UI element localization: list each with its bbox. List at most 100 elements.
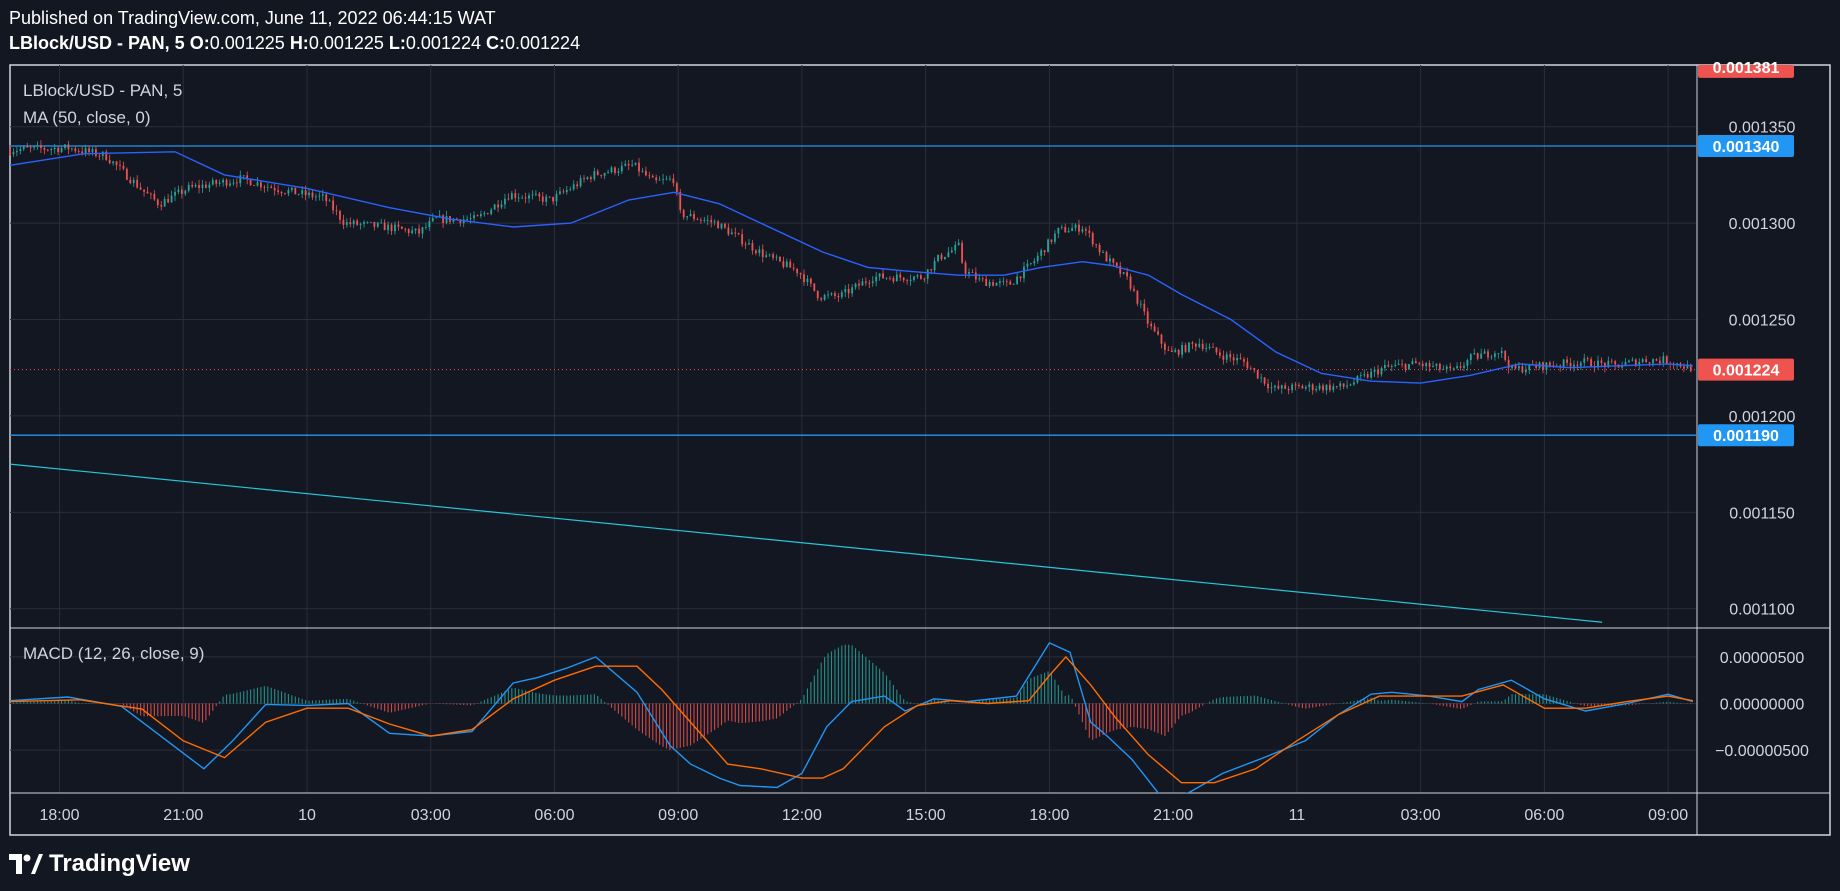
candle-body-356 [1232,357,1235,361]
candle-body-23 [88,148,90,153]
candle-body-421 [1456,366,1458,369]
candle-body-285 [988,282,991,286]
time-tick-label-11: 03:00 [1401,807,1441,824]
candle-body-406 [1404,363,1407,370]
macd-line [10,642,1694,793]
candle-body-168 [586,177,589,180]
candle-body-49 [177,189,180,193]
candle-body-95 [335,210,338,212]
candle-body-35 [129,179,132,184]
candle-body-201 [699,219,702,221]
candle-body-28 [105,151,108,160]
candle-body-98 [345,222,348,225]
candle-body-438 [1514,365,1517,369]
candle-body-51 [184,190,187,194]
candle-body-157 [548,196,551,198]
candle-body-220 [765,255,768,258]
candle-body-200 [696,219,699,220]
candle-body-459 [1586,358,1589,360]
candle-body-0 [9,149,11,155]
candle-body-367 [1270,387,1273,389]
candle-body-153 [534,193,537,195]
candle-body-215 [748,243,750,245]
macd-tick-label-0: 0.00000500 [1720,650,1805,667]
candle-body-25 [95,149,97,156]
candle-body-81 [287,190,290,194]
candle-body-227 [789,261,792,268]
candle-body-317 [1098,244,1101,253]
candle-body-65 [232,182,235,184]
candle-body-296 [1026,263,1029,267]
candle-body-275 [954,244,957,251]
candle-body-24 [91,149,94,153]
candle-body-136 [476,215,479,217]
candle-body-390 [1349,384,1352,386]
candle-body-94 [332,200,335,211]
candle-body-223 [775,256,778,258]
candle-body-109 [383,222,386,231]
tradingview-logo[interactable]: TradingView [9,850,190,878]
candle-body-177 [617,171,620,173]
candle-body-255 [885,277,888,279]
candle-body-329 [1139,303,1142,305]
candle-body-353 [1222,355,1225,360]
candle-body-378 [1308,384,1311,388]
candle-body-194 [675,183,678,192]
last-price-tag: 0.001224 [1713,363,1780,380]
candle-body-408 [1411,361,1414,364]
candle-body-386 [1335,386,1338,387]
candle-body-171 [596,171,599,175]
candle-body-258 [895,274,898,282]
candle-body-279 [968,271,970,274]
candle-body-55 [198,185,200,189]
candle-body-147 [514,193,517,198]
chart-frame [9,64,1831,836]
candle-body-42 [153,193,156,200]
macd-tick-label-1: 0.00000000 [1720,697,1805,714]
candle-body-64 [229,183,231,186]
legend-ma: MA (50, close, 0) [23,108,151,127]
candle-body-85 [301,190,304,195]
candle-body-46 [167,199,170,203]
candle-body-82 [290,187,293,191]
candle-body-60 [215,180,218,184]
candle-body-88 [311,192,314,198]
candle-body-397 [1373,369,1376,372]
candle-body-93 [328,200,331,202]
candle-body-464 [1603,362,1606,368]
candle-body-190 [662,179,664,180]
candle-body-58 [208,184,211,188]
candle-body-108 [380,222,383,224]
candle-body-271 [940,254,943,260]
candle-body-74 [263,187,266,189]
candle-body-454 [1569,362,1572,367]
candle-body-479 [1655,359,1658,361]
candle-body-234 [813,283,816,291]
candle-body-401 [1387,364,1390,367]
candle-body-307 [1064,227,1067,233]
candle-body-170 [593,171,596,180]
candle-body-304 [1054,233,1056,242]
top-price-tag: 0.001381 [1713,60,1780,77]
trendline [9,463,1603,623]
candle-body-199 [693,214,695,220]
time-tick-label-1: 21:00 [163,807,203,824]
candle-body-373 [1291,384,1293,391]
candle-body-189 [658,179,661,181]
candle-body-318 [1102,251,1104,253]
candle-body-313 [1084,229,1087,231]
candle-body-414 [1432,365,1434,367]
candle-body-302 [1047,239,1049,253]
candle-body-462 [1597,360,1599,368]
candle-body-324 [1122,272,1125,274]
candle-body-79 [280,191,283,194]
candle-body-3 [19,149,22,151]
candle-body-40 [146,191,149,194]
candle-body-246 [854,283,857,288]
high-label: H: [289,33,309,53]
candle-body-476 [1645,359,1648,363]
candle-body-309 [1071,228,1074,232]
candle-body-205 [713,221,716,223]
candle-body-344 [1191,342,1194,344]
